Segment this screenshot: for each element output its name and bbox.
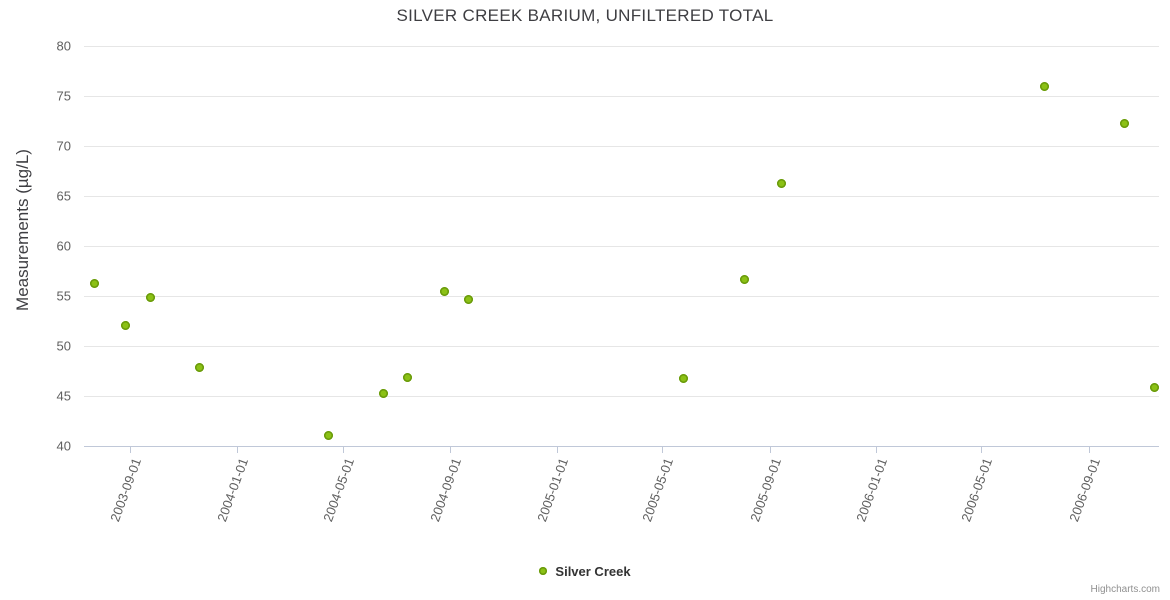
x-tick-label: 2005-09-01 [747, 456, 784, 524]
data-point[interactable] [776, 178, 786, 188]
data-point[interactable] [145, 292, 155, 302]
data-point[interactable] [1150, 382, 1160, 392]
gridline-y-45 [84, 396, 1159, 397]
data-point[interactable] [739, 274, 749, 284]
y-tick-label: 80 [56, 38, 71, 54]
gridline-y-55 [84, 296, 1159, 297]
gridline-y-80 [84, 46, 1159, 47]
x-tick-label: 2004-09-01 [427, 456, 465, 524]
data-point[interactable] [121, 320, 131, 330]
x-tick-mark [342, 447, 344, 453]
x-tick-mark [662, 447, 664, 453]
data-point[interactable] [1119, 118, 1129, 128]
legend-item-label: Silver Creek [555, 564, 631, 580]
legend-marker-icon [539, 566, 548, 575]
data-point[interactable] [378, 388, 388, 398]
y-tick-label: 65 [56, 188, 71, 204]
x-tick-mark [450, 447, 452, 453]
data-point[interactable] [439, 286, 449, 296]
x-tick-label: 2006-05-01 [958, 456, 996, 524]
legend-item-silver-creek[interactable]: Silver Creek [539, 563, 631, 580]
chart-legend: Silver Creek [0, 563, 1170, 579]
y-tick-label: 55 [56, 288, 71, 304]
credits-label: Highcharts.com [1090, 584, 1160, 595]
y-tick-label: 75 [56, 88, 71, 104]
gridline-y-75 [84, 96, 1159, 97]
x-tick-label: 2004-01-01 [214, 456, 252, 524]
y-tick-label: 40 [56, 438, 71, 454]
data-point[interactable] [89, 278, 99, 288]
x-tick-mark [981, 447, 983, 453]
chart-title: SILVER CREEK BARIUM, UNFILTERED TOTAL [396, 6, 774, 25]
data-point[interactable] [323, 430, 333, 440]
x-tick-label: 2006-01-01 [853, 456, 891, 524]
x-axis-line [84, 446, 1159, 447]
gridline-y-60 [84, 246, 1159, 247]
x-tick-mark [237, 447, 239, 453]
data-point[interactable] [1039, 81, 1049, 91]
x-tick-mark [1089, 447, 1091, 453]
gridline-y-50 [84, 346, 1159, 347]
x-tick-label: 2006-09-01 [1066, 456, 1104, 524]
x-tick-label: 2004-05-01 [320, 456, 358, 524]
y-tick-label: 50 [56, 338, 71, 354]
plot-area [84, 46, 1160, 446]
data-point[interactable] [464, 294, 474, 304]
gridline-y-70 [84, 146, 1159, 147]
x-tick-label: 2003-09-01 [107, 456, 145, 524]
x-tick-mark [130, 447, 132, 453]
y-tick-label: 60 [56, 238, 71, 254]
y-tick-label: 70 [56, 138, 71, 154]
data-point[interactable] [403, 372, 413, 382]
gridline-y-65 [84, 196, 1159, 197]
x-tick-label: 2005-05-01 [639, 456, 677, 524]
x-tick-mark [557, 447, 559, 453]
y-tick-label: 45 [56, 388, 71, 404]
x-tick-label: 2005-01-01 [534, 456, 572, 524]
x-tick-mark [769, 447, 771, 453]
data-point[interactable] [678, 373, 688, 383]
x-tick-mark [876, 447, 878, 453]
data-point[interactable] [194, 362, 204, 372]
